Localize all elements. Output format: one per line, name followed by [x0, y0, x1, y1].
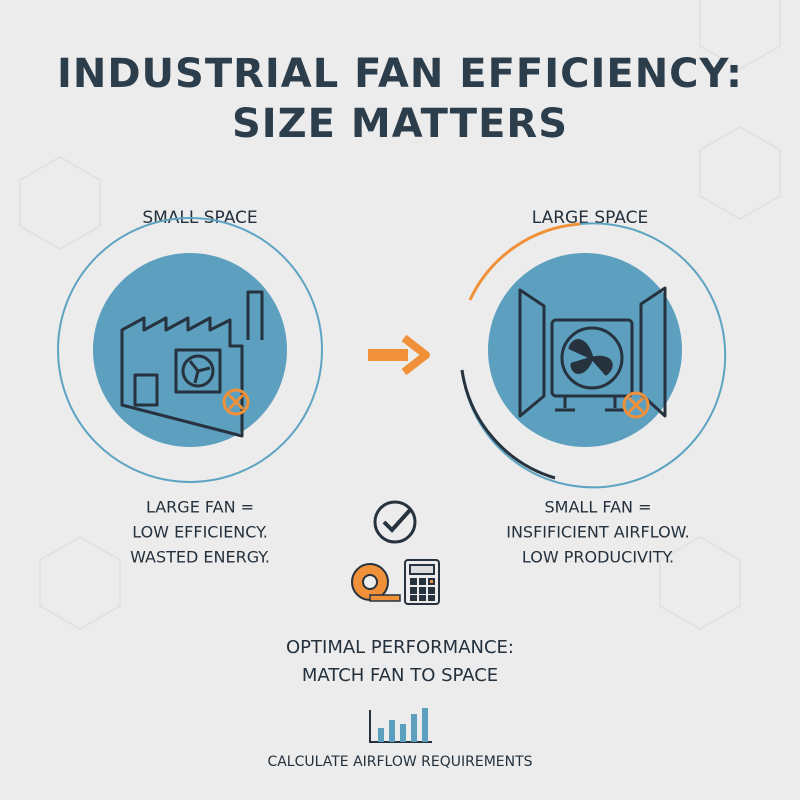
outer-ring: [461, 222, 727, 489]
warning-x: [222, 388, 250, 416]
outer-ring-accent: [468, 222, 581, 301]
title-line: SIZE MATTERS: [232, 101, 568, 147]
panel-label: LARGE SPACE: [532, 208, 649, 228]
hex-pattern: [19, 0, 781, 631]
conclusion-line: OPTIMAL PERFORMANCE:: [286, 637, 514, 658]
bar-chart-icon: [369, 708, 432, 743]
conclusion-line: MATCH FAN TO SPACE: [302, 665, 498, 686]
footer: CALCULATE AIRFLOW REQUIREMENTS: [267, 754, 532, 770]
arrow: [368, 334, 430, 376]
caption-line: LARGE FAN =: [146, 498, 254, 517]
caption-line: LOW EFFICIENCY.: [132, 523, 268, 542]
caption-line: SMALL FAN =: [545, 498, 652, 517]
caption-line: LOW PRODUCIVITY.: [522, 548, 674, 567]
check-icon: [373, 500, 417, 544]
title-line: INDUSTRIAL FAN EFFICIENCY:: [57, 51, 743, 97]
warning-x: [622, 391, 650, 419]
caption-line: INSFIFICIENT AIRFLOW.: [506, 523, 690, 542]
factory-icon: [120, 290, 264, 438]
caption-line: WASTED ENERGY.: [130, 548, 270, 567]
outer-ring-accent: [460, 369, 556, 480]
calculator-icon: [404, 559, 440, 605]
tape-icon: [351, 563, 401, 602]
outer-ring: [57, 217, 323, 483]
